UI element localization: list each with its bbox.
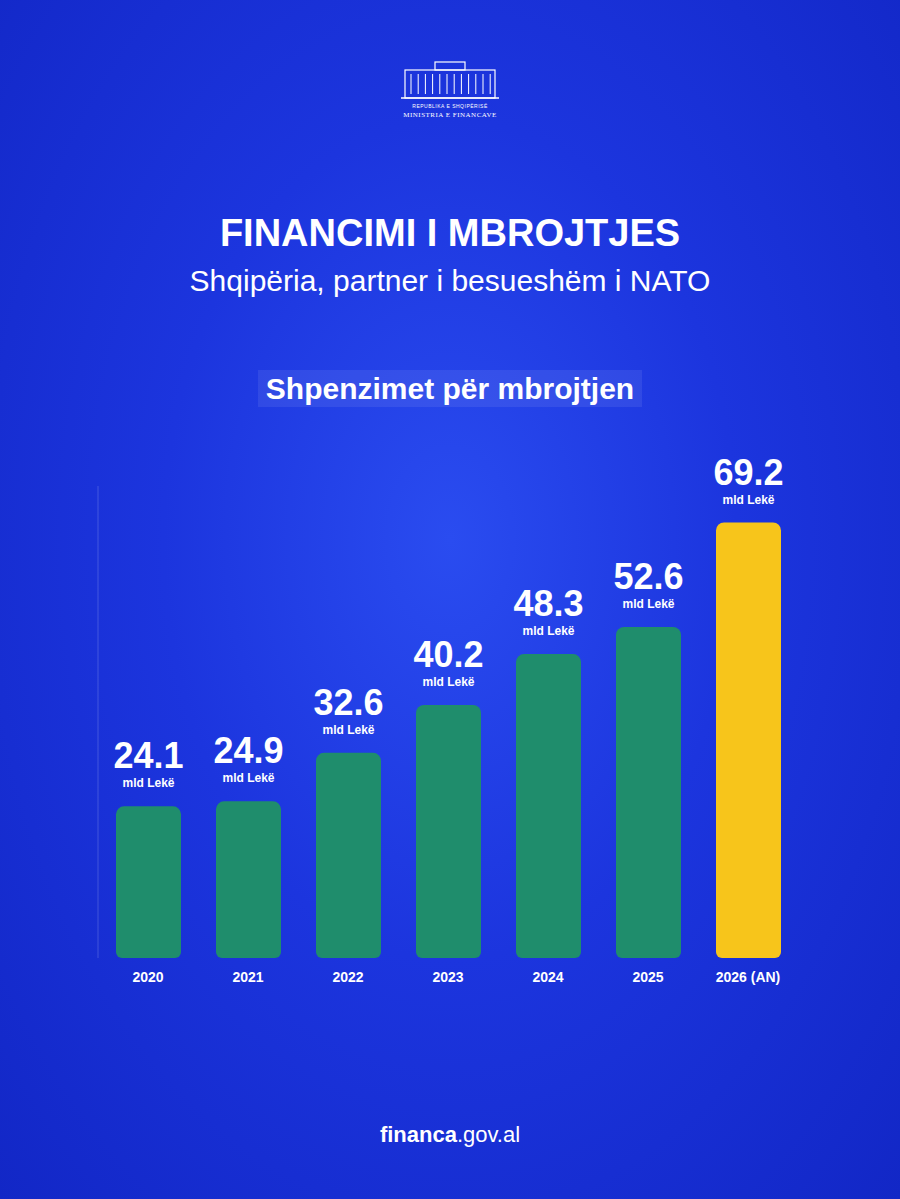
- html-text:MINISTRIA E FINANCAVE: MINISTRIA E FINANCAVE: [403, 111, 497, 119]
- svg-text:mld Lekë: mld Lekë: [422, 675, 474, 689]
- svg-text:2024: 2024: [532, 969, 563, 985]
- html-text:REPUBLIKA E SHQIPËRISË: REPUBLIKA E SHQIPËRISË: [412, 103, 488, 109]
- html-text:FINANCIMI I MBROJTJES: FINANCIMI I MBROJTJES: [219, 212, 681, 254]
- svg-text:2020: 2020: [132, 969, 163, 985]
- svg-text:40.2: 40.2: [413, 634, 483, 675]
- svg-text:mld Lekë: mld Lekë: [522, 624, 574, 638]
- svg-text:mld Lekë: mld Lekë: [122, 776, 174, 790]
- svg-text:48.3: 48.3: [513, 583, 583, 624]
- svg-text:2021: 2021: [232, 969, 263, 985]
- svg-text:52.6: 52.6: [613, 556, 683, 597]
- html-text:Shpenzimet për mbrojtjen: Shpenzimet për mbrojtjen: [265, 372, 635, 405]
- svg-text:mld Lekë: mld Lekë: [622, 597, 674, 611]
- svg-text:mld Lekë: mld Lekë: [722, 493, 774, 507]
- svg-text:mld Lekë: mld Lekë: [322, 723, 374, 737]
- html-text:Shqipëria, partner i besueshëm: Shqipëria, partner i besueshëm i NATO: [189, 264, 711, 297]
- svg-text:2023: 2023: [432, 969, 463, 985]
- svg-text:2022: 2022: [332, 969, 363, 985]
- svg-text:69.2: 69.2: [713, 452, 783, 493]
- svg-text:32.6: 32.6: [313, 682, 383, 723]
- svg-text:mld Lekë: mld Lekë: [222, 771, 274, 785]
- html-text:financa.gov.al: financa.gov.al: [379, 1122, 521, 1147]
- svg-text:24.9: 24.9: [213, 730, 283, 771]
- svg-text:2025: 2025: [632, 969, 663, 985]
- svg-text:24.1: 24.1: [113, 735, 183, 776]
- svg-text:2026 (AN): 2026 (AN): [716, 969, 781, 985]
